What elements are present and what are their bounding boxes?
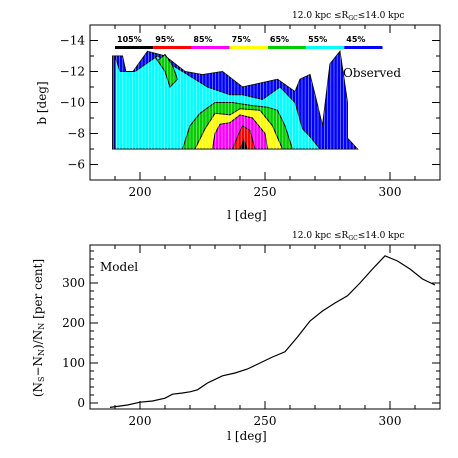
legend-swatch-65pct [267, 46, 307, 49]
y-tick-label: 100 [62, 356, 85, 370]
panel2-ylabel: (NS−NN)/NN [per cent] [31, 259, 46, 397]
y-tick-label: −14 [60, 34, 86, 48]
legend-swatch-45pct [344, 46, 383, 49]
x-tick-label: 300 [379, 414, 402, 428]
x-tick-label: 200 [129, 185, 152, 199]
legend-label-75pct: 75% [232, 35, 251, 44]
legend-label-85pct: 85% [193, 35, 212, 44]
series-line [109, 255, 436, 408]
legend-swatch-95pct [153, 46, 192, 49]
panel2-title: 12.0 kpc ≤RGC≤14.0 kpc [292, 231, 404, 242]
legend: 105% 95% 85% 75% 65% 55% 45% [115, 35, 383, 49]
y-tick-label: −8 [67, 127, 85, 141]
panel1-xlabel: l [deg] [227, 208, 266, 222]
panel2-axes: 200 250 300 0 100 200 300 [62, 245, 440, 428]
panel1-title: 12.0 kpc ≤RGC≤14.0 kpc [292, 11, 404, 22]
y-tick-label: 200 [62, 316, 85, 330]
panel2-xlabel: l [deg] [227, 429, 266, 443]
model-panel: 12.0 kpc ≤RGC≤14.0 kpc Model 200 250 300 0 1… [31, 231, 441, 443]
model-line [109, 255, 436, 408]
y-tick-label: 0 [77, 396, 85, 410]
panel1-ylabel: b [deg] [35, 81, 49, 124]
legend-label-105pct: 105% [117, 35, 142, 44]
legend-label-55pct: 55% [308, 35, 327, 44]
legend-swatch-105pct [115, 46, 154, 49]
legend-label-95pct: 95% [155, 35, 174, 44]
observed-panel: 12.0 kpc ≤RGC≤14.0 kpc 105% 95% 85% 75% 65% 5… [35, 11, 441, 222]
y-tick-label: −6 [67, 158, 85, 172]
model-label: Model [100, 260, 138, 274]
legend-swatch-85pct [191, 46, 230, 49]
panel1-axes: 200 250 300 −14 −12 −10 −8 −6 [60, 24, 440, 199]
legend-swatch-75pct [229, 46, 268, 49]
x-tick-label: 200 [129, 414, 152, 428]
y-tick-label: −10 [60, 96, 85, 110]
y-tick-label: 300 [62, 276, 85, 290]
x-tick-label: 300 [379, 185, 402, 199]
y-tick-label: −12 [60, 65, 85, 79]
observed-label: Observed [343, 66, 401, 80]
contour-105pct [239, 138, 249, 150]
panel2-frame [89, 244, 441, 410]
x-tick-label: 250 [254, 414, 277, 428]
legend-label-65pct: 65% [270, 35, 289, 44]
legend-label-45pct: 45% [346, 35, 365, 44]
legend-swatch-55pct [306, 46, 345, 49]
x-tick-label: 250 [254, 185, 277, 199]
